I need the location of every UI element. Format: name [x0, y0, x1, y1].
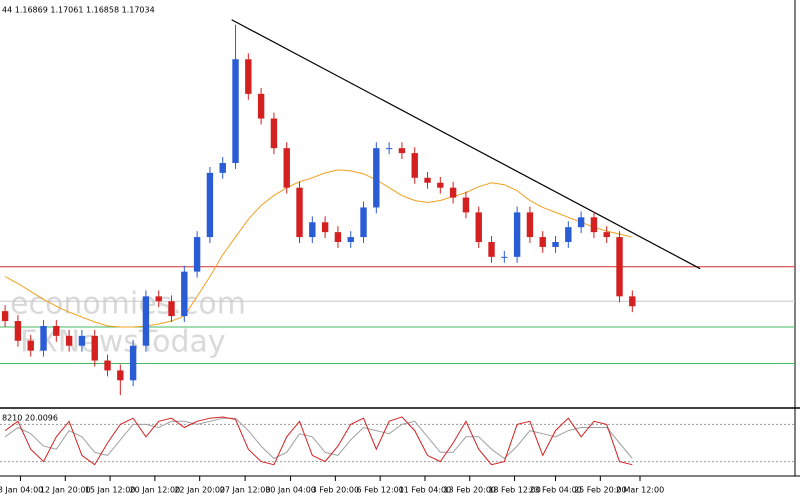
- candle-body: [245, 59, 252, 94]
- candle-body: [14, 321, 22, 341]
- candle-body: [155, 296, 162, 302]
- candle-body: [437, 182, 444, 188]
- candle-body: [513, 212, 521, 257]
- candle-body: [539, 237, 546, 247]
- x-tick-label: 20 Jan 12:00: [130, 486, 181, 495]
- x-tick-label: 30 Jan 04:00: [265, 486, 316, 495]
- x-tick-label: 3 Feb 20:00: [312, 486, 359, 495]
- candle-body: [629, 296, 636, 307]
- candle-body: [283, 148, 290, 188]
- candle-body: [91, 335, 98, 361]
- trendline: [231, 19, 701, 270]
- candle-body: [603, 232, 610, 238]
- candle-body: [501, 256, 508, 258]
- candle-body: [398, 148, 406, 154]
- x-tick-label: 22 Jan 20:00: [174, 486, 225, 495]
- candle-body: [270, 118, 278, 149]
- watermark: FXNewsToday: [20, 325, 226, 360]
- candle-body: [334, 232, 342, 243]
- candle-body: [552, 242, 559, 247]
- candle-body: [1, 311, 9, 322]
- oscillator-header: 8210 20.0096: [2, 414, 58, 423]
- candle-body: [296, 187, 303, 238]
- oscillator-line: [4, 416, 633, 466]
- x-tick-label: 13 Feb 20:00: [444, 486, 496, 495]
- candle-body: [219, 162, 226, 173]
- candle-body: [168, 301, 175, 317]
- moving-average: [4, 169, 633, 328]
- candle-body: [181, 271, 188, 317]
- x-tick-label: 23 Feb 04:00: [529, 486, 581, 495]
- x-tick-label: 18 Feb 12:00: [488, 486, 540, 495]
- candle-body: [526, 212, 534, 238]
- watermark: economies.com: [10, 287, 246, 322]
- candle-body: [411, 153, 418, 178]
- candle-body: [206, 172, 214, 238]
- candle-body: [27, 340, 34, 351]
- x-tick-label: 6 Feb 12:00: [356, 486, 403, 495]
- candle-body: [373, 148, 380, 208]
- x-tick-label: 12 Jan 20:00: [40, 486, 91, 495]
- candle-body: [309, 222, 316, 238]
- candle-body: [462, 197, 470, 213]
- candle-body: [424, 177, 431, 183]
- x-tick-label: 15 Jan 12:00: [85, 486, 136, 495]
- candle-body: [577, 217, 585, 228]
- candle-body: [65, 335, 73, 346]
- candle-body: [142, 296, 150, 346]
- candle-body: [385, 148, 393, 150]
- candle-body: [449, 187, 457, 198]
- candle-body: [232, 59, 239, 163]
- candle-body: [257, 93, 265, 119]
- candle-body: [78, 335, 86, 346]
- x-tick-label: 27 Jan 12:00: [220, 486, 271, 495]
- candle-body: [565, 227, 572, 243]
- candle-body: [488, 242, 495, 257]
- x-tick-label: 11 Feb 04:00: [399, 486, 451, 495]
- candle-body: [40, 325, 47, 351]
- candle-body: [53, 325, 60, 336]
- candle-body: [616, 237, 623, 297]
- candle-body: [347, 237, 354, 243]
- candle-body: [117, 370, 124, 381]
- x-tick-label: 8 Jan 04:00: [0, 486, 43, 495]
- candle-body: [193, 237, 201, 272]
- x-tick-label: 2 Mar 12:00: [616, 486, 664, 495]
- candle-body: [104, 360, 111, 371]
- x-tick-label: 25 Feb 20:00: [574, 486, 626, 495]
- candle-body: [129, 345, 137, 381]
- candle-body: [475, 212, 482, 243]
- chart-header: 44 1.16869 1.17061 1.16858 1.17034: [2, 6, 155, 15]
- candle-body: [360, 207, 367, 238]
- candle-body: [590, 217, 598, 233]
- candle-body: [321, 222, 329, 233]
- oscillator-line: [4, 417, 633, 460]
